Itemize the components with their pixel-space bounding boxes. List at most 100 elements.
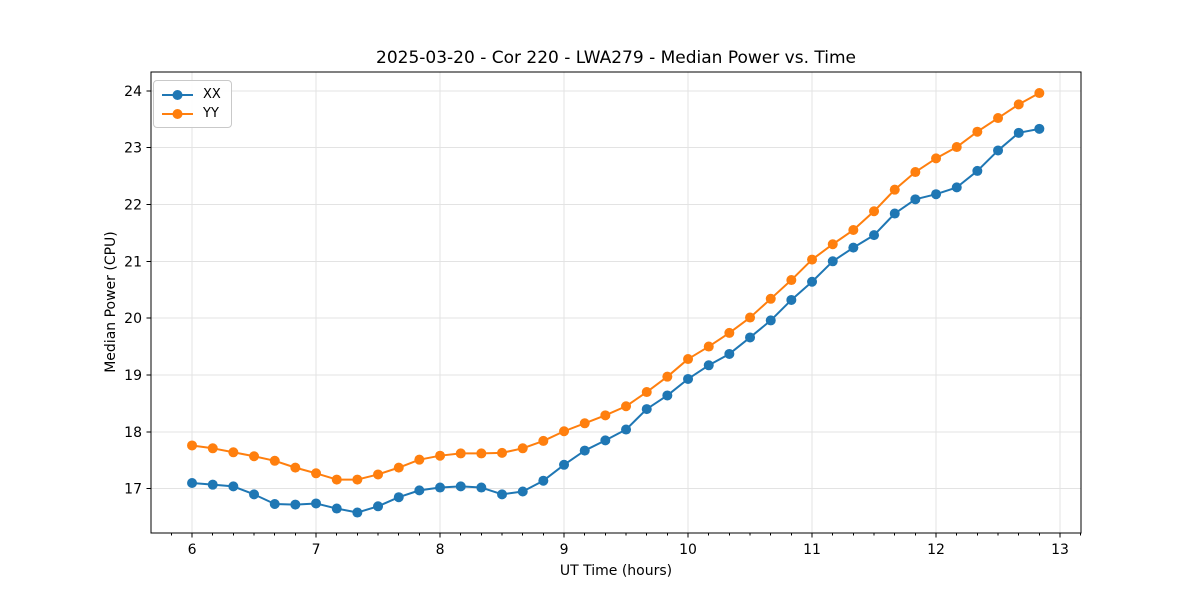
data-point-yy <box>807 254 818 265</box>
y-tick-label: 23 <box>124 141 142 157</box>
series-layer <box>187 88 1045 518</box>
data-point-yy <box>951 142 962 153</box>
legend-label-xx: XX <box>203 87 221 102</box>
legend-item-xx: XX <box>161 86 221 103</box>
data-point-yy <box>910 167 921 178</box>
data-point-yy <box>993 113 1004 124</box>
data-point-xx <box>827 256 838 267</box>
series-line-xx <box>191 127 1041 514</box>
data-point-yy <box>972 126 983 137</box>
data-point-xx <box>331 503 342 514</box>
data-point-yy <box>455 448 466 459</box>
data-point-yy <box>228 447 239 458</box>
data-point-xx <box>621 424 632 435</box>
tick-label-layer: 6 7 8 9 10 11 12 13 17 18 19 20 21 22 23 24 <box>124 84 1069 558</box>
data-point-xx <box>683 373 694 384</box>
legend-item-yy: YY <box>161 105 221 122</box>
data-point-xx <box>807 276 818 287</box>
data-point-xx <box>538 475 549 486</box>
legend: XX YY <box>153 80 232 128</box>
data-point-yy <box>786 275 797 286</box>
data-point-xx <box>1013 127 1024 138</box>
x-tick-label: 8 <box>436 542 445 558</box>
data-point-xx <box>373 501 384 512</box>
data-point-xx <box>1034 123 1045 134</box>
data-point-yy <box>187 440 198 451</box>
y-tick-label: 17 <box>124 482 142 498</box>
data-point-xx <box>559 459 570 470</box>
data-point-xx <box>931 189 942 200</box>
data-point-yy <box>538 435 549 446</box>
data-point-xx <box>972 165 983 176</box>
data-point-yy <box>414 454 425 465</box>
data-point-xx <box>187 477 198 488</box>
data-point-xx <box>662 390 673 401</box>
data-point-yy <box>290 462 301 473</box>
data-point-xx <box>311 498 322 509</box>
data-point-yy <box>931 153 942 164</box>
data-point-yy <box>827 239 838 250</box>
data-point-xx <box>476 482 487 493</box>
x-tick-label: 6 <box>188 542 197 558</box>
data-point-xx <box>993 145 1004 156</box>
data-point-xx <box>579 445 590 456</box>
data-point-yy <box>745 312 756 323</box>
plot-border <box>150 71 1082 534</box>
data-point-xx <box>889 208 900 219</box>
data-point-yy <box>848 225 859 236</box>
x-tick-label: 9 <box>560 542 569 558</box>
data-point-yy <box>249 451 260 462</box>
data-point-yy <box>373 469 384 480</box>
data-point-xx <box>207 479 218 490</box>
y-tick-label: 22 <box>124 197 142 213</box>
y-tick-label: 21 <box>124 254 142 270</box>
data-point-yy <box>579 418 590 429</box>
y-tick-label: 24 <box>124 84 142 100</box>
data-point-xx <box>269 499 280 510</box>
data-point-xx <box>724 348 735 359</box>
data-point-yy <box>724 327 735 338</box>
data-point-yy <box>703 341 714 352</box>
data-point-yy <box>1013 99 1024 110</box>
data-point-yy <box>621 401 632 412</box>
data-point-yy <box>435 450 446 461</box>
data-point-xx <box>455 481 466 492</box>
data-point-yy <box>331 474 342 485</box>
data-point-xx <box>869 230 880 241</box>
legend-label-yy: YY <box>203 106 219 121</box>
x-tick-label: 11 <box>803 542 821 558</box>
data-point-xx <box>951 182 962 193</box>
data-point-xx <box>848 242 859 253</box>
y-tick-label: 19 <box>124 368 142 384</box>
data-point-yy <box>352 474 363 485</box>
x-axis-label: UT Time (hours) <box>559 563 673 579</box>
data-point-yy <box>393 462 404 473</box>
axes-layer <box>146 71 1082 538</box>
data-point-yy <box>559 426 570 437</box>
chart-title: 2025-03-20 - Cor 220 - LWA279 - Median P… <box>376 48 856 68</box>
data-point-xx <box>435 482 446 493</box>
data-point-yy <box>662 371 673 382</box>
data-point-xx <box>786 294 797 305</box>
y-axis-label: Median Power (CPU) <box>103 231 119 373</box>
data-point-yy <box>476 448 487 459</box>
data-point-xx <box>765 315 776 326</box>
data-point-yy <box>641 387 652 398</box>
data-point-xx <box>497 489 508 500</box>
data-point-yy <box>311 468 322 479</box>
data-point-yy <box>683 354 694 365</box>
legend-line-marker-yy <box>162 108 193 119</box>
grid-layer <box>151 72 1081 533</box>
data-point-yy <box>207 443 218 454</box>
data-point-xx <box>600 435 611 446</box>
data-point-yy <box>765 293 776 304</box>
data-point-xx <box>641 404 652 415</box>
data-point-xx <box>290 499 301 510</box>
data-point-xx <box>745 332 756 343</box>
legend-line-marker-xx <box>162 89 193 100</box>
y-tick-label: 18 <box>124 425 142 441</box>
data-point-xx <box>703 360 714 371</box>
data-point-yy <box>889 184 900 195</box>
